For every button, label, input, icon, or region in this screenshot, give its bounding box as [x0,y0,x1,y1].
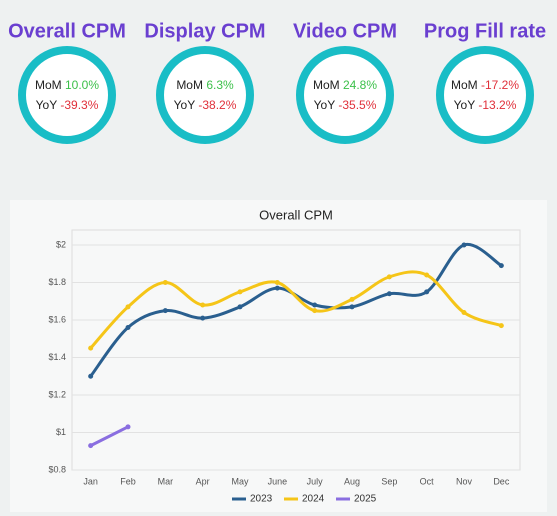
kpi-line: MoM -17.2% [451,78,519,92]
kpi-title: Video CPM [293,20,397,42]
kpi-title: Prog Fill rate [424,20,546,42]
point [88,443,94,449]
chart-title: Overall CPM [259,207,333,222]
x-tick-label: June [268,476,288,486]
point [88,345,94,351]
kpi-line: MoM 10.0% [35,78,99,92]
point [498,323,504,329]
point [274,280,280,285]
point [237,289,243,295]
x-tick-label: Apr [196,476,210,486]
kpi-ring [296,46,394,144]
yoy-value: -39.3% [60,98,98,112]
point [125,304,131,310]
point [237,304,243,310]
y-tick-label: $0.8 [48,464,66,474]
y-tick-label: $1.2 [48,389,66,399]
kpi-title: Overall CPM [8,20,126,42]
yoy-label: YoY [174,98,196,112]
mom-value: 6.3% [206,78,234,92]
x-tick-label: Sep [381,476,397,486]
point [200,315,206,321]
kpi-line: YoY -38.2% [174,98,237,112]
yoy-label: YoY [454,98,476,112]
x-tick-label: Feb [120,476,136,486]
x-tick-label: July [307,476,324,486]
mom-value: 10.0% [65,78,99,92]
yoy-value: -35.5% [338,98,376,112]
y-tick-label: $1.8 [48,277,66,287]
point [162,280,168,285]
y-tick-label: $1.6 [48,314,66,324]
mom-value: 24.8% [343,78,377,92]
kpi-line: YoY -35.5% [314,98,377,112]
mom-value: -17.2% [481,78,519,92]
x-tick-label: Jan [83,476,98,486]
point [424,272,430,278]
y-tick-label: $1.4 [48,352,66,362]
legend-label: 2025 [354,494,377,505]
kpi-line: MoM 6.3% [176,78,234,92]
chart-panel [10,200,547,512]
x-tick-label: Dec [493,476,510,486]
kpi-line: YoY -39.3% [36,98,99,112]
point [498,263,504,269]
series-line [89,270,502,350]
point [200,302,206,308]
point [162,308,168,314]
mom-label: MoM [313,78,340,92]
kpi-ring [18,46,116,144]
x-tick-label: Mar [158,476,174,486]
x-tick-label: Oct [420,476,435,486]
point [424,289,430,295]
point [461,242,467,248]
yoy-label: YoY [36,98,58,112]
kpi-title: Display CPM [144,20,265,42]
yoy-label: YoY [314,98,336,112]
point [312,302,318,308]
x-tick-label: Aug [344,476,360,486]
y-tick-label: $1 [56,427,66,437]
legend-label: 2024 [302,494,325,505]
kpi-ring [436,46,534,144]
point [461,310,467,315]
x-tick-label: May [231,476,249,486]
kpi-line: YoY -13.2% [454,98,517,112]
y-tick-label: $2 [56,239,66,249]
point [125,325,131,330]
point [274,285,280,291]
legend-label: 2023 [250,494,273,505]
point [312,308,318,314]
point [349,296,355,302]
point [386,274,392,280]
kpi-ring [156,46,254,144]
mom-label: MoM [35,78,62,92]
yoy-value: -13.2% [478,98,516,112]
point [349,304,355,310]
mom-label: MoM [451,78,478,92]
yoy-value: -38.2% [198,98,236,112]
point [125,424,131,430]
mom-label: MoM [176,78,203,92]
kpi-line: MoM 24.8% [313,78,377,92]
point [386,291,392,297]
x-tick-label: Nov [456,476,473,486]
point [88,373,94,379]
